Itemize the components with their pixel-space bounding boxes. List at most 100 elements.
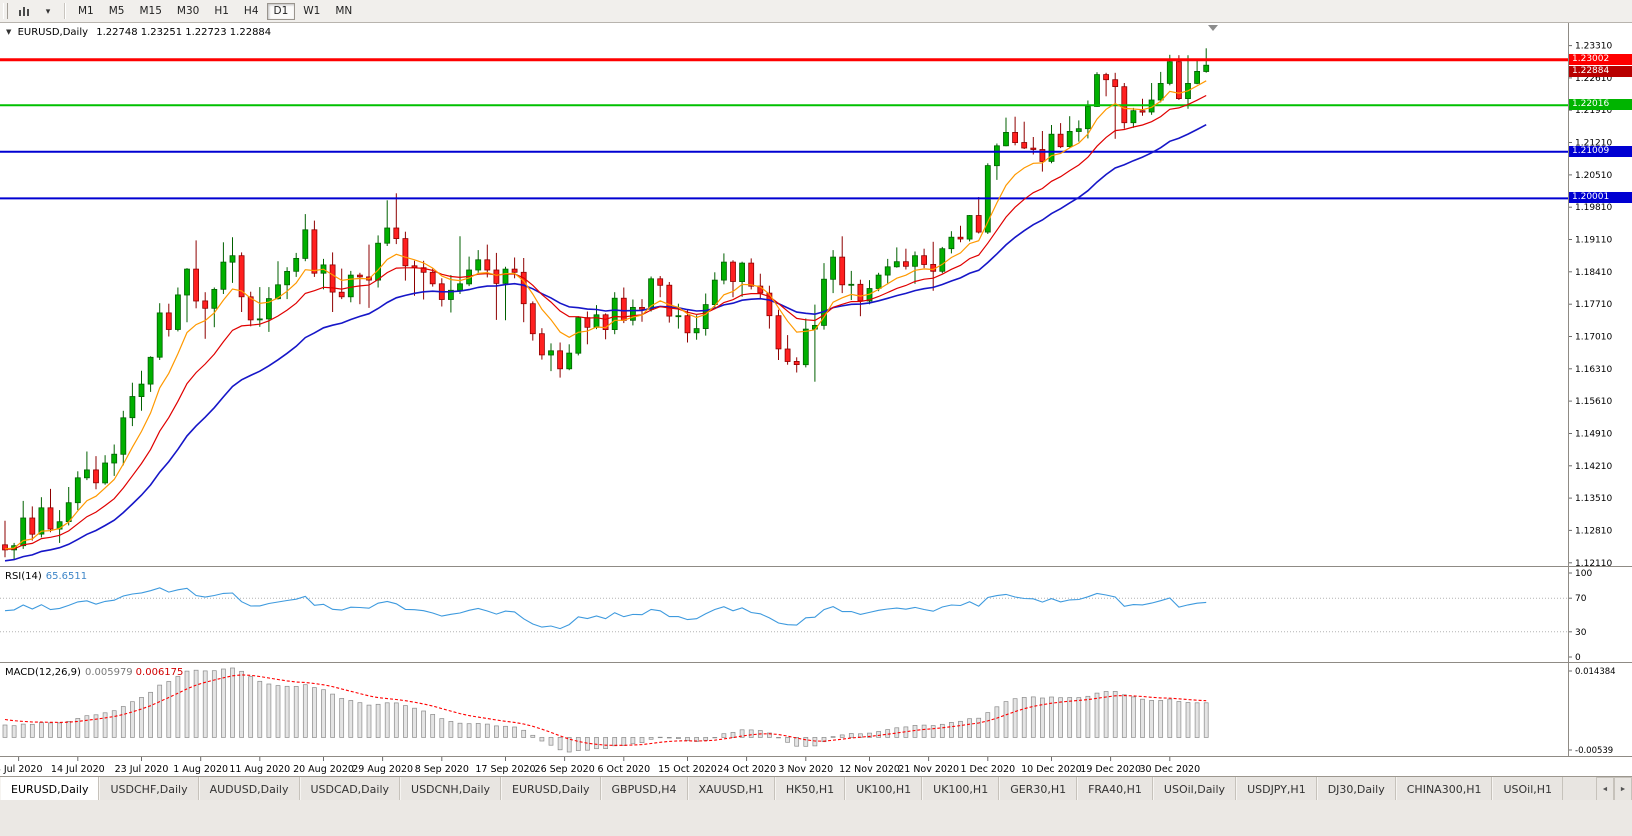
timeframe-button-m1[interactable]: M1 — [71, 3, 101, 20]
svg-text:1.12810: 1.12810 — [1575, 526, 1612, 536]
svg-text:1.19810: 1.19810 — [1575, 203, 1612, 213]
rsi-indicator-label: RSI(14) 65.6511 — [5, 571, 87, 582]
svg-text:1.18410: 1.18410 — [1575, 268, 1612, 278]
timeframe-button-m15[interactable]: M15 — [133, 3, 169, 20]
svg-text:14 Jul 2020: 14 Jul 2020 — [51, 764, 105, 775]
svg-text:24 Oct 2020: 24 Oct 2020 — [717, 764, 776, 775]
svg-text:12 Nov 2020: 12 Nov 2020 — [839, 764, 900, 775]
symbol-tab-dj30-daily[interactable]: DJ30,Daily — [1316, 777, 1396, 801]
macd-indicator-label: MACD(12,26,9) 0.005979 0.006175 — [5, 667, 183, 678]
symbol-tab-ger30-h1[interactable]: GER30,H1 — [999, 777, 1078, 801]
tab-scroll-controls: ◄ ► — [1596, 777, 1632, 801]
timeframe-toolbar: ▾ M1 M5 M15 M30 H1 H4 D1 W1 MN — [0, 0, 1632, 23]
price-tag-1.22884[interactable]: 1.22884 — [1569, 66, 1632, 77]
svg-text:4 Jul 2020: 4 Jul 2020 — [0, 764, 43, 775]
symbol-tab-eurusd-daily[interactable]: EURUSD,Daily — [0, 777, 100, 801]
timeframe-button-m5[interactable]: M5 — [102, 3, 132, 20]
symbol-tab-china300-h1[interactable]: CHINA300,H1 — [1395, 777, 1493, 801]
triangle-down-icon: ▼ — [6, 28, 12, 36]
price-tag-1.20001[interactable]: 1.20001 — [1569, 192, 1632, 203]
timeframe-button-m30[interactable]: M30 — [170, 3, 206, 20]
timeframe-buttons: M1 M5 M15 M30 H1 H4 D1 W1 MN — [70, 1, 359, 22]
symbol-tab-usdcnh-daily[interactable]: USDCNH,Daily — [400, 777, 502, 801]
symbol-tab-uk100-h1[interactable]: UK100,H1 — [845, 777, 923, 801]
bottom-strip — [0, 800, 1632, 836]
svg-text:21 Nov 2020: 21 Nov 2020 — [898, 764, 959, 775]
timeframe-button-h1[interactable]: H1 — [207, 3, 236, 20]
svg-text:1.14210: 1.14210 — [1575, 462, 1612, 472]
timeframe-button-w1[interactable]: W1 — [296, 3, 327, 20]
svg-text:20 Aug 2020: 20 Aug 2020 — [293, 764, 354, 775]
svg-text:1.15610: 1.15610 — [1575, 397, 1612, 407]
symbol-tab-usdchf-daily[interactable]: USDCHF,Daily — [99, 777, 199, 801]
symbol-tab-uk100-h1[interactable]: UK100,H1 — [922, 777, 1000, 801]
symbol-tabbar: EURUSD,Daily USDCHF,Daily AUDUSD,Daily USDC… — [0, 776, 1632, 801]
chart-ohlc-values: 1.22748 1.23251 1.22723 1.22884 — [96, 27, 272, 38]
svg-text:3 Nov 2020: 3 Nov 2020 — [778, 764, 833, 775]
date-axis: 4 Jul 2020 14 Jul 2020 23 Jul 2020 1 Aug 20… — [0, 757, 1200, 775]
svg-text:10 Dec 2020: 10 Dec 2020 — [1021, 764, 1082, 775]
svg-text:1.21910: 1.21910 — [1575, 106, 1612, 116]
svg-text:1.19110: 1.19110 — [1575, 236, 1612, 246]
svg-text:0.014384: 0.014384 — [1575, 667, 1616, 677]
symbol-tab-hk50-h1[interactable]: HK50,H1 — [774, 777, 846, 801]
symbol-tab-usdjpy-h1[interactable]: USDJPY,H1 — [1236, 777, 1317, 801]
svg-text:19 Dec 2020: 19 Dec 2020 — [1080, 764, 1141, 775]
svg-text:11 Aug 2020: 11 Aug 2020 — [229, 764, 290, 775]
price-tag-1.22016[interactable]: 1.22016 — [1569, 99, 1632, 110]
svg-text:23 Jul 2020: 23 Jul 2020 — [115, 764, 169, 775]
symbol-tab-eurusd-daily[interactable]: EURUSD,Daily — [501, 777, 601, 801]
macd-pane: 0.014384 -0.00539 — [2, 667, 1616, 756]
svg-text:1.14910: 1.14910 — [1575, 429, 1612, 439]
timeframe-button-h4[interactable]: H4 — [237, 3, 266, 20]
svg-text:29 Aug 2020: 29 Aug 2020 — [352, 764, 413, 775]
svg-text:1.16310: 1.16310 — [1575, 365, 1612, 375]
svg-text:1 Aug 2020: 1 Aug 2020 — [173, 764, 228, 775]
svg-text:70: 70 — [1575, 594, 1587, 604]
chart-title: ▼ EURUSD,Daily 1.22748 1.23251 1.22723 1… — [6, 27, 271, 38]
symbol-tab-usoil-daily[interactable]: USOil,Daily — [1152, 777, 1237, 801]
macd-name: MACD(12,26,9) — [5, 667, 81, 678]
chart-type-dropdown[interactable]: ▾ — [37, 2, 59, 20]
rsi-pane: 100 70 30 0 — [0, 569, 1592, 663]
macd-main-value: 0.005979 — [84, 667, 133, 678]
main-pane — [0, 25, 1568, 562]
svg-text:-0.00539: -0.00539 — [1575, 746, 1613, 756]
chevron-down-icon: ▾ — [45, 5, 51, 16]
tab-scroll-right-icon[interactable]: ► — [1614, 777, 1632, 801]
symbol-tab-usdcad-daily[interactable]: USDCAD,Daily — [299, 777, 401, 801]
svg-text:1.22610: 1.22610 — [1575, 74, 1612, 84]
svg-text:1.17710: 1.17710 — [1575, 300, 1612, 310]
svg-text:1.17010: 1.17010 — [1575, 332, 1612, 342]
price-tag-1.23002[interactable]: 1.23002 — [1569, 54, 1632, 65]
svg-text:1.20510: 1.20510 — [1575, 171, 1612, 181]
toolbar-grip[interactable] — [3, 3, 8, 19]
rsi-name: RSI(14) — [5, 571, 42, 582]
svg-text:1 Dec 2020: 1 Dec 2020 — [960, 764, 1015, 775]
toolbar-separator — [64, 3, 66, 19]
svg-text:100: 100 — [1575, 569, 1592, 579]
bar-chart-glyph — [19, 7, 29, 16]
macd-signal-value: 0.006175 — [135, 667, 184, 678]
symbol-tab-gbpusd-h4[interactable]: GBPUSD,H4 — [600, 777, 688, 801]
timeframe-button-mn[interactable]: MN — [328, 3, 359, 20]
bar-chart-icon[interactable] — [13, 2, 35, 20]
price-axis: 1.23310 1.22610 1.21910 1.21210 1.20510 1.198… — [1568, 42, 1612, 569]
symbol-tab-usoil-h1[interactable]: USOil,H1 — [1492, 777, 1564, 801]
symbol-tab-fra40-h1[interactable]: FRA40,H1 — [1077, 777, 1153, 801]
symbol-tab-audusd-daily[interactable]: AUDUSD,Daily — [198, 777, 300, 801]
price-tag-1.21009[interactable]: 1.21009 — [1569, 146, 1632, 157]
pane-separators[interactable] — [0, 22, 1632, 757]
symbol-tab-xauusd-h1[interactable]: XAUUSD,H1 — [687, 777, 775, 801]
svg-text:8 Sep 2020: 8 Sep 2020 — [415, 764, 469, 775]
tab-scroll-left-icon[interactable]: ◄ — [1596, 777, 1614, 801]
svg-text:30 Dec 2020: 30 Dec 2020 — [1139, 764, 1200, 775]
svg-text:0: 0 — [1575, 653, 1581, 663]
svg-text:1.21210: 1.21210 — [1575, 139, 1612, 149]
svg-text:6 Oct 2020: 6 Oct 2020 — [597, 764, 650, 775]
timeframe-button-d1[interactable]: D1 — [266, 2, 296, 20]
svg-text:1.12110: 1.12110 — [1575, 559, 1612, 569]
svg-text:1.23310: 1.23310 — [1575, 42, 1612, 52]
